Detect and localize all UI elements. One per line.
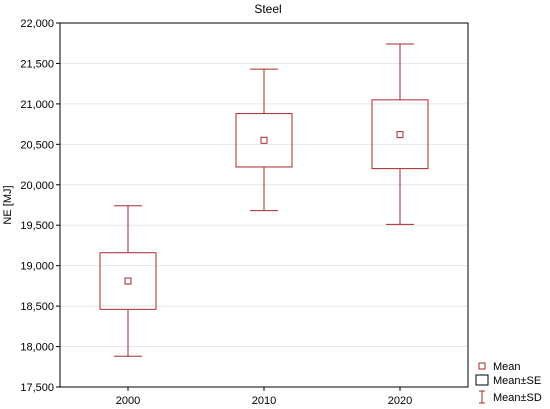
y-tick-label: 21,000 <box>20 99 54 111</box>
y-tick-label: 17,500 <box>20 382 54 394</box>
legend-mean-icon <box>478 362 486 370</box>
legend: Mean Mean±SE Mean±SD <box>475 361 542 404</box>
y-axis-label: NE [MJ] <box>2 185 14 224</box>
box-group-2000 <box>99 205 157 357</box>
x-tick-label: 2000 <box>116 395 140 407</box>
y-tick-label: 19,000 <box>20 261 54 273</box>
y-tick-label: 19,500 <box>20 220 54 232</box>
se-box <box>99 252 157 310</box>
y-axis: 17,500 18,000 18,500 19,000 19,500 20,000 20,5… <box>20 18 60 394</box>
box-group-2010 <box>235 68 293 212</box>
mean-marker <box>396 131 404 139</box>
legend-se-label: Mean±SE <box>493 375 541 387</box>
mean-marker <box>260 136 268 144</box>
legend-sd-label: Mean±SD <box>493 392 542 404</box>
legend-mean-label: Mean <box>493 361 521 373</box>
y-tick-label: 22,000 <box>20 18 54 30</box>
mean-marker <box>124 277 132 285</box>
series-marks <box>99 43 429 357</box>
chart-title: Steel <box>254 2 281 16</box>
legend-sd-icon <box>479 390 485 404</box>
box-group-2020 <box>371 43 429 225</box>
x-tick-label: 2020 <box>388 395 412 407</box>
y-tick-label: 18,500 <box>20 301 54 313</box>
y-tick-label: 21,500 <box>20 58 54 70</box>
y-tick-label: 20,500 <box>20 139 54 151</box>
se-box <box>371 99 429 170</box>
y-tick-label: 18,000 <box>20 342 54 354</box>
legend-se-icon <box>475 374 489 386</box>
y-tick-label: 20,000 <box>20 180 54 192</box>
se-box <box>235 113 293 168</box>
x-axis: 2000 2010 2020 <box>116 387 412 407</box>
x-tick-label: 2010 <box>252 395 276 407</box>
